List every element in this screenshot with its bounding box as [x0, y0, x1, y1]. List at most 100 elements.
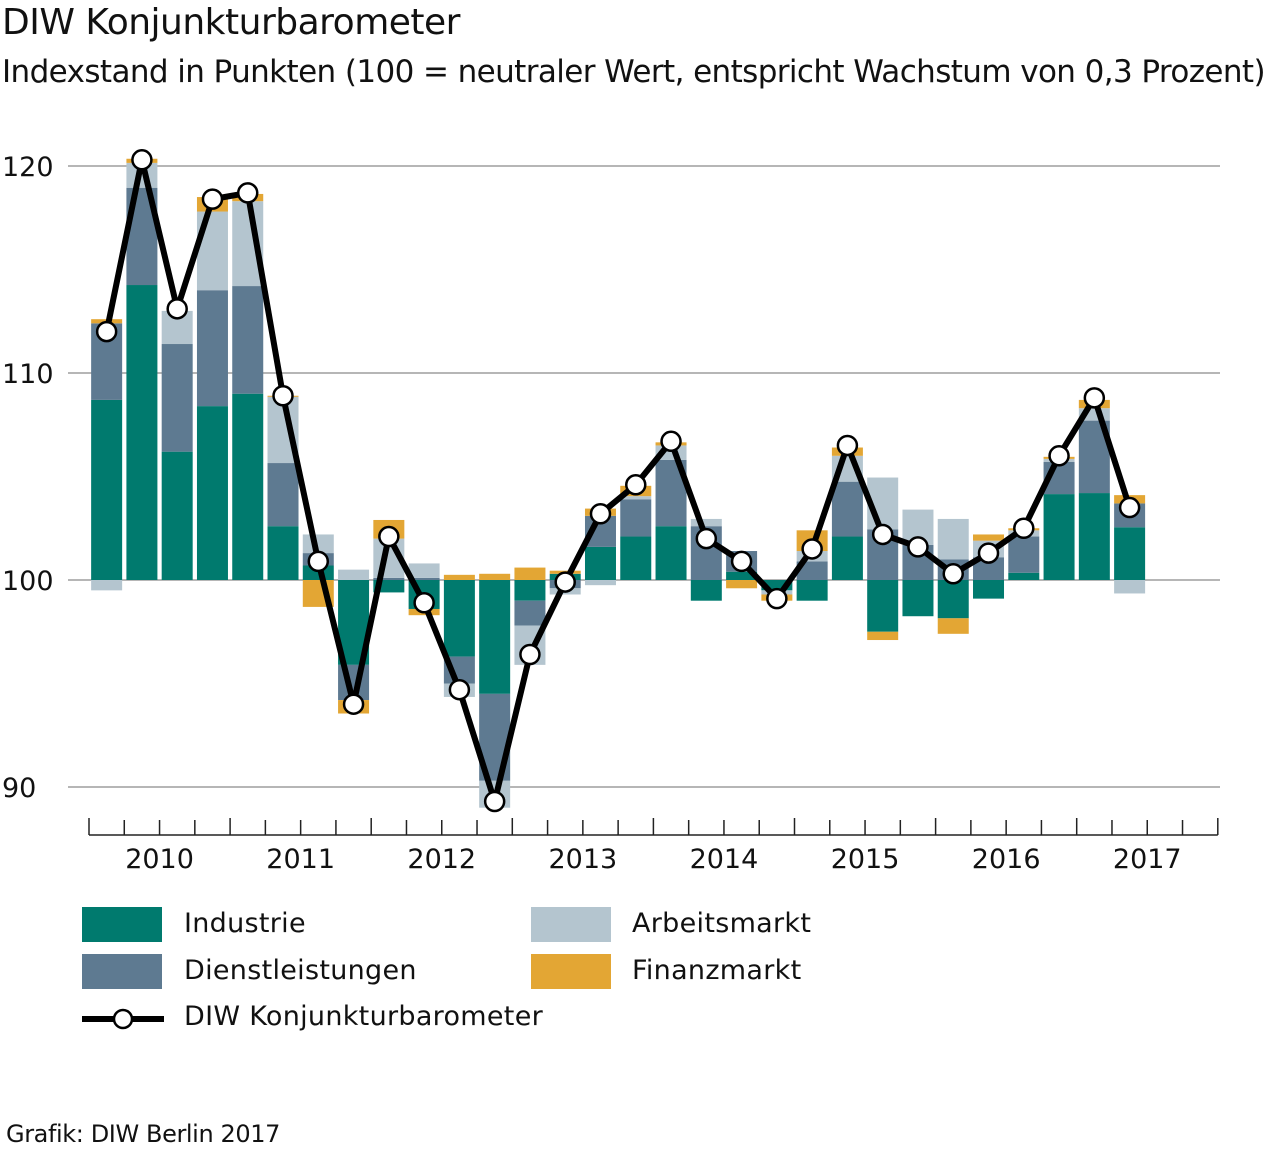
barometer-point [660, 430, 682, 453]
bar-arbeitsmarkt [937, 518, 969, 560]
bar-dienstleistungen [232, 286, 264, 394]
barometer-point [448, 678, 471, 701]
bar-finanzmarkt [514, 567, 546, 580]
bar-industrie [1008, 572, 1040, 580]
bar-finanzmarkt [867, 631, 899, 641]
bar-arbeitsmarkt [1114, 580, 1146, 594]
bar-industrie [690, 580, 722, 601]
barometer-point [236, 182, 259, 204]
x-tick-label: 2014 [690, 844, 759, 875]
y-tick-label: 120 [2, 152, 54, 183]
bar-industrie [796, 580, 828, 601]
barometer-point [907, 536, 929, 558]
source-note: Grafik: DIW Berlin 2017 [6, 1120, 280, 1148]
barometer-point [589, 503, 612, 525]
barometer-point [483, 790, 506, 813]
bar-industrie [1114, 527, 1146, 580]
barometer-point [766, 587, 788, 610]
barometer-point [378, 525, 400, 548]
legend-swatch-dienstleistungen [82, 954, 162, 989]
bar-dienstleistungen [161, 344, 193, 452]
barometer-point [554, 571, 576, 593]
x-tick-label: 2011 [266, 844, 335, 875]
bar-finanzmarkt [443, 574, 475, 580]
bar-dienstleistungen [514, 600, 546, 626]
barometer-point [836, 434, 859, 457]
bar-industrie [514, 580, 546, 601]
legend-swatch-industrie [82, 907, 162, 942]
bar-industrie [726, 571, 758, 580]
legend-label-industrie: Industrie [184, 908, 306, 939]
barometer-point [1083, 387, 1106, 409]
bar-dienstleistungen [196, 290, 228, 407]
bar-arbeitsmarkt [408, 563, 440, 578]
legend-label-finanzmarkt: Finanzmarkt [632, 955, 802, 986]
barometer-point [1013, 517, 1035, 539]
barometer-point [272, 385, 294, 407]
bar-dienstleistungen [796, 561, 828, 580]
x-tick-label: 2015 [831, 844, 900, 875]
bar-arbeitsmarkt [584, 580, 616, 586]
bar-finanzmarkt [973, 534, 1005, 541]
legend-swatch-arbeitsmarkt [531, 907, 611, 942]
bar-industrie [161, 451, 193, 580]
barometer-point [695, 527, 718, 550]
barometer-point [871, 523, 894, 546]
barometer-point [977, 542, 1000, 564]
bar-arbeitsmarkt [91, 580, 123, 591]
bar-finanzmarkt [726, 580, 758, 589]
y-tick-label: 90 [2, 773, 36, 804]
x-tick-label: 2010 [125, 844, 194, 875]
y-tick-label: 110 [2, 359, 54, 390]
barometer-point [942, 563, 964, 585]
barometer-point [131, 149, 153, 171]
barometer-point [95, 320, 118, 343]
bar-industrie [1043, 494, 1075, 580]
bar-industrie [620, 536, 652, 580]
barometer-point [801, 538, 823, 560]
barometer-point [1048, 445, 1070, 467]
x-tick-label: 2013 [548, 844, 617, 875]
barometer-point [307, 550, 330, 573]
bar-dienstleistungen [1008, 536, 1040, 573]
legend-label-arbeitsmarkt: Arbeitsmarkt [632, 908, 812, 939]
bar-industrie [91, 399, 123, 580]
legend-label-barometer: DIW Konjunkturbarometer [184, 1001, 544, 1032]
bar-dienstleistungen [973, 557, 1005, 580]
bar-arbeitsmarkt [338, 569, 370, 580]
bar-dienstleistungen [831, 481, 863, 537]
bar-industrie [196, 406, 228, 580]
bar-industrie [902, 580, 934, 617]
barometer-point [413, 592, 435, 614]
bar-finanzmarkt [937, 618, 969, 634]
barometer-point [730, 550, 753, 573]
chart-subtitle: Indexstand in Punkten (100 = neutraler W… [2, 54, 1266, 90]
bar-industrie [973, 580, 1005, 599]
x-tick-label: 2012 [407, 844, 476, 875]
bar-industrie [761, 580, 793, 591]
bar-finanzmarkt [479, 573, 511, 580]
barometer-point [519, 643, 541, 666]
x-tick-label: 2017 [1113, 844, 1182, 875]
barometer-point [166, 298, 188, 320]
chart-title: DIW Konjunkturbarometer [2, 2, 460, 43]
bar-industrie [126, 285, 158, 580]
bar-industrie [479, 580, 511, 694]
bar-industrie [867, 580, 899, 632]
bar-industrie [655, 526, 687, 580]
legend-line-marker-icon [82, 1008, 164, 1030]
y-tick-label: 100 [2, 566, 54, 597]
bar-industrie [937, 580, 969, 619]
bar-dienstleistungen [267, 463, 299, 527]
barometer-point [1118, 496, 1141, 519]
bar-industrie [267, 526, 299, 580]
barometer-point [342, 693, 365, 715]
legend-label-dienstleistungen: Dienstleistungen [184, 955, 417, 986]
barometer-point [625, 474, 647, 496]
bar-industrie [1078, 493, 1110, 580]
bar-dienstleistungen [373, 577, 405, 580]
barometer-point [201, 188, 224, 210]
bar-industrie [232, 393, 264, 580]
bar-arbeitsmarkt [620, 496, 652, 500]
